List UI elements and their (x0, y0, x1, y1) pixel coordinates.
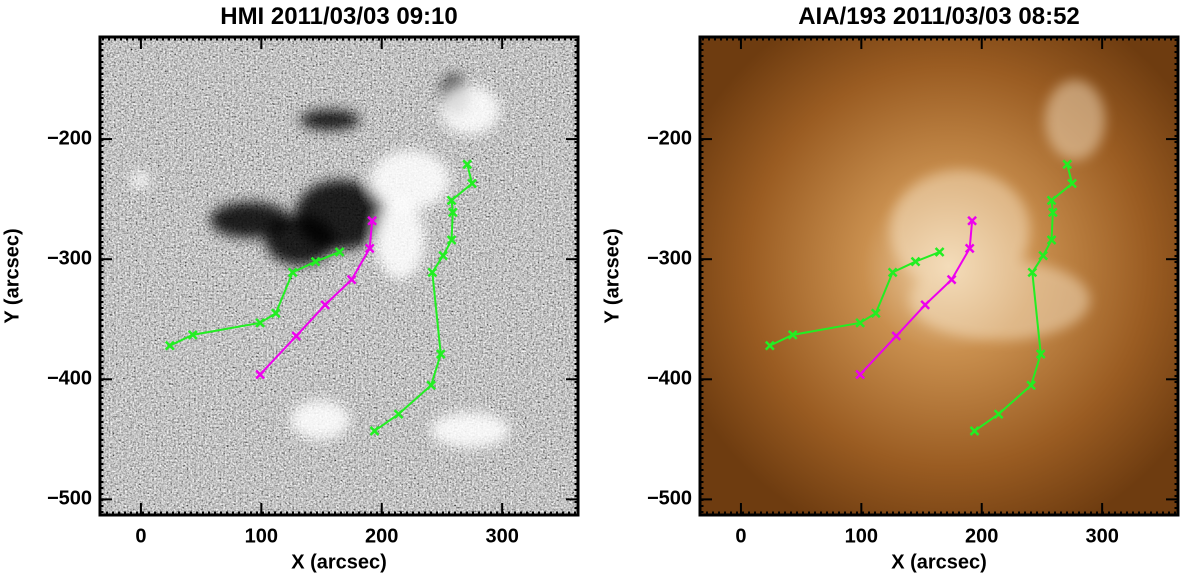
point-marker (969, 426, 980, 436)
point-marker (787, 329, 798, 340)
point-marker (1067, 178, 1077, 189)
point-marker (1047, 207, 1058, 218)
x-tick-label: 0 (735, 525, 746, 547)
point-marker (910, 256, 921, 267)
point-marker (920, 299, 931, 310)
x-tick-label: 0 (135, 525, 146, 547)
y-axis-label: Y (arcsec) (1, 228, 23, 323)
point-marker (462, 159, 473, 170)
chart-title: AIA/193 2011/03/03 08:52 (798, 3, 1080, 30)
point-marker (367, 215, 377, 226)
point-marker (438, 250, 449, 261)
point-marker (446, 235, 457, 245)
plot-frame (98, 35, 580, 517)
point-marker (369, 426, 380, 436)
magnetogram-image (100, 37, 578, 515)
magnetic-patch (440, 85, 500, 135)
point-marker (934, 247, 945, 257)
point-marker (855, 369, 866, 380)
point-marker (270, 308, 281, 319)
y-tick-label: −400 (647, 368, 692, 390)
point-marker (310, 256, 321, 267)
point-marker (320, 299, 331, 310)
point-marker (1026, 380, 1036, 391)
x-axis-label: X (arcsec) (291, 551, 387, 573)
point-marker (393, 409, 404, 419)
magnetic-patch (300, 110, 360, 130)
point-marker (993, 409, 1004, 419)
point-marker (1035, 349, 1046, 359)
panels: HMI 2011/03/03 09:10 X (arcsec) Y (arcsec)… (1, 3, 1180, 573)
chart-title: HMI 2011/03/03 09:10 (220, 3, 458, 30)
y-tick-label: −500 (47, 488, 92, 510)
point-marker (287, 267, 298, 278)
x-tick-label: 100 (245, 525, 278, 547)
point-marker (255, 369, 266, 380)
point-marker (426, 380, 436, 391)
x-tick-label: 300 (485, 525, 518, 547)
x-tick-label: 200 (965, 525, 998, 547)
magnetic-patch (210, 202, 290, 238)
y-tick-label: −500 (647, 488, 692, 510)
x-tick-label: 200 (365, 525, 398, 547)
euv-bright-region (890, 170, 1030, 290)
point-marker (967, 215, 977, 226)
point-marker (467, 178, 477, 189)
euv-loops (890, 80, 1105, 340)
magnetic-patch (130, 172, 150, 188)
point-marker (1038, 250, 1049, 261)
point-marker (891, 331, 902, 341)
x-tick-label: 100 (845, 525, 878, 547)
magnetic-patch (290, 400, 350, 440)
y-tick-label: −300 (647, 247, 692, 269)
filament-line (259, 220, 374, 376)
point-marker (964, 243, 975, 254)
point-marker (364, 243, 375, 254)
point-marker (255, 317, 266, 328)
point-marker (346, 274, 357, 285)
point-marker (1046, 195, 1057, 206)
point-marker (164, 340, 175, 351)
point-marker (1062, 159, 1073, 170)
euv-bright-region (910, 260, 1090, 340)
point-marker (447, 207, 458, 218)
magnetic-patch (375, 200, 425, 280)
x-axis-label: X (arcsec) (891, 551, 987, 573)
point-marker (764, 340, 775, 351)
y-tick-label: −200 (647, 127, 692, 149)
point-marker (946, 274, 957, 285)
point-marker (435, 349, 446, 359)
magnetic-patch (370, 150, 450, 210)
euv-bright-region (1045, 80, 1105, 160)
point-marker (887, 267, 898, 278)
y-axis-label: Y (arcsec) (601, 228, 623, 323)
point-marker (1027, 267, 1038, 278)
plot-frame (698, 35, 1180, 517)
point-marker (427, 267, 438, 278)
point-marker (446, 195, 457, 206)
y-tick-label: −400 (47, 368, 92, 390)
y-tick-label: −200 (47, 127, 92, 149)
magnetic-patch (430, 412, 510, 448)
point-marker (855, 317, 866, 328)
y-tick-label: −300 (47, 247, 92, 269)
filament-line (859, 220, 974, 376)
x-tick-label: 300 (1085, 525, 1118, 547)
point-marker (334, 247, 345, 257)
point-marker (1046, 235, 1057, 245)
magnetogram-blobs (130, 75, 510, 448)
point-marker (870, 308, 881, 319)
point-marker (187, 329, 198, 340)
point-marker (291, 331, 302, 341)
